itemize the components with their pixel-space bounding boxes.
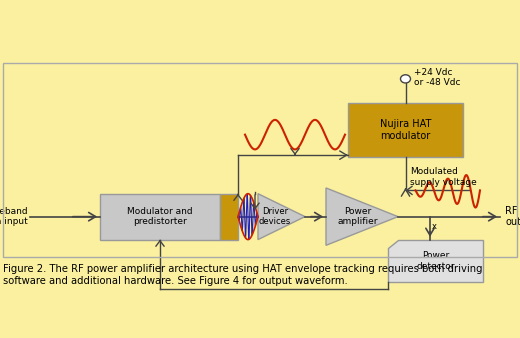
Text: RF
output: RF output <box>505 206 520 227</box>
Text: +24 Vdc
or -48 Vdc: +24 Vdc or -48 Vdc <box>413 68 460 87</box>
Polygon shape <box>326 188 398 245</box>
Text: Power
amplifier: Power amplifier <box>338 207 378 226</box>
Text: Baseband
data input: Baseband data input <box>0 207 28 226</box>
Polygon shape <box>388 240 483 282</box>
Polygon shape <box>258 194 305 240</box>
Text: Driver
devices: Driver devices <box>259 207 291 226</box>
Text: x: x <box>432 222 437 232</box>
Bar <box>100 194 220 240</box>
Text: Power
detector: Power detector <box>416 251 455 271</box>
Bar <box>3 63 517 257</box>
Text: Modulated
supply voltage: Modulated supply voltage <box>410 167 477 187</box>
Text: Modulator and
predistorter: Modulator and predistorter <box>127 207 193 226</box>
Circle shape <box>400 75 410 83</box>
Text: Figure 2. The RF power amplifier architecture using HAT envelope tracking requir: Figure 2. The RF power amplifier archite… <box>3 264 483 286</box>
Bar <box>220 194 238 240</box>
Text: Nujira HAT
modulator: Nujira HAT modulator <box>380 119 431 141</box>
Bar <box>348 103 463 157</box>
